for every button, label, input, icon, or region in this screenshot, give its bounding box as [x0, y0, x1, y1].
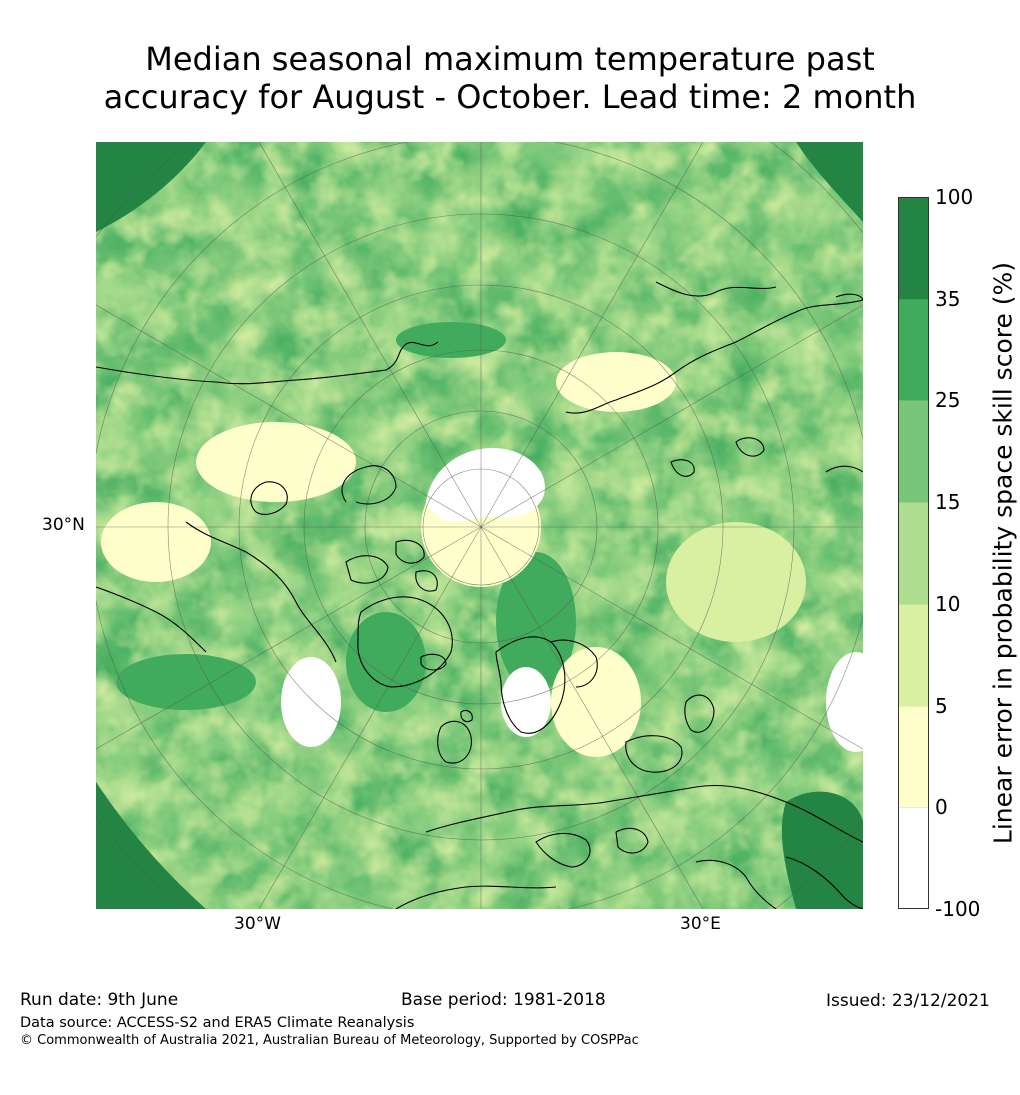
coastlines: [96, 281, 863, 909]
dark-region-se: [781, 791, 863, 909]
colorbar-tick-label: 0: [935, 795, 948, 820]
pale-region-siberia: [556, 352, 676, 412]
dark-region-ne: [796, 142, 863, 222]
graticule: [96, 142, 863, 909]
lat-label-30n: 30°N: [42, 515, 85, 535]
colorbar-tick-label: 10: [935, 591, 961, 616]
title-line-1: Median seasonal maximum temperature past: [145, 40, 875, 78]
base-period: Base period: 1981-2018: [401, 990, 606, 1010]
lon-label-30e: 30°E: [680, 914, 721, 934]
colorbar-tick-label: 100: [935, 185, 974, 209]
pale-region-west: [101, 502, 211, 582]
colorbar-bin: [898, 502, 929, 604]
polar-stereographic-map: [96, 142, 863, 909]
pale-region-canada: [196, 422, 356, 502]
dark-region-westlabrador: [116, 654, 256, 710]
colorbar-frame: [898, 197, 929, 909]
colorbar-tick-label: 15: [935, 490, 961, 515]
colorbar-bin: [898, 807, 929, 909]
white-region-atlantic: [281, 657, 341, 747]
colorbar-tick-label: 25: [935, 388, 961, 413]
pale-region-europe: [551, 647, 641, 757]
colorbar-tick-label: -100: [935, 897, 981, 921]
issued-date: Issued: 23/12/2021: [826, 991, 990, 1011]
colorbar-bin: [898, 197, 929, 299]
lon-label-30w: 30°W: [234, 914, 281, 934]
data-source: Data source: ACCESS-S2 and ERA5 Climate …: [20, 1015, 415, 1031]
white-region-pole: [426, 448, 545, 522]
dark-region-sw: [96, 782, 206, 909]
copyright: © Commonwealth of Australia 2021, Austra…: [20, 1033, 639, 1048]
title-line-2: accuracy for August - October. Lead time…: [103, 78, 917, 116]
run-date: Run date: 9th June: [20, 990, 179, 1010]
dark-region-north: [396, 322, 506, 358]
colorbar-bin: [898, 705, 929, 808]
colorbar-tick-label: 5: [935, 693, 948, 718]
dark-region-greenland-sea: [346, 612, 426, 712]
colorbar-label: Linear error in probability space skill …: [988, 261, 1018, 845]
colorbar: [898, 197, 929, 909]
colorbar-bin: [898, 603, 929, 706]
pale-region-asia: [666, 522, 806, 642]
dark-region-nw: [96, 142, 206, 232]
colorbar-bin: [898, 298, 929, 401]
chart-title: Median seasonal maximum temperature past…: [0, 40, 1020, 116]
white-region-east: [826, 652, 863, 752]
colorbar-tick-label: 35: [935, 286, 961, 311]
white-region-scandinavia: [501, 667, 551, 737]
colorbar-bin: [898, 400, 929, 503]
